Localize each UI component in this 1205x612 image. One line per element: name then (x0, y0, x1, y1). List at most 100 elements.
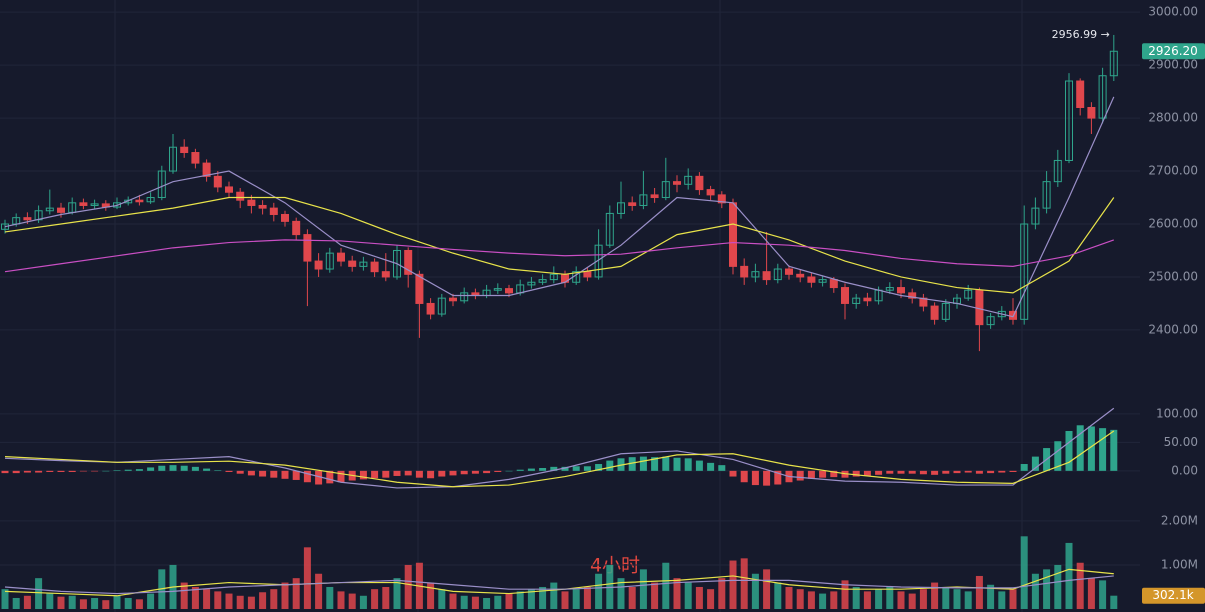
candle-body (381, 271, 390, 278)
macd-bar (695, 460, 703, 471)
candle-body (426, 302, 435, 315)
macd-bar (807, 470, 815, 479)
volume-bar (292, 578, 300, 609)
volume-bar (68, 595, 76, 609)
macd-bar (505, 470, 513, 472)
volume-bar (315, 573, 323, 609)
volume-bar (740, 558, 748, 609)
volume-bar (359, 595, 367, 609)
candle-body (404, 249, 413, 275)
macd-bar (516, 469, 524, 471)
volume-bar (35, 578, 43, 609)
volume-bar (841, 580, 849, 609)
volume-bar (102, 600, 110, 609)
candle-body (1076, 80, 1085, 109)
candle-body (113, 202, 121, 208)
volume-bar (673, 578, 681, 609)
candle-body (695, 175, 704, 191)
macd-bar (684, 458, 692, 471)
volume-bar (695, 586, 703, 609)
volume-bar (1, 589, 9, 609)
volume-bar (449, 593, 457, 609)
candle-body (538, 279, 547, 283)
volume-bar (539, 586, 547, 609)
candle-body (997, 310, 1006, 318)
volume-bar (471, 596, 479, 609)
macd-bar (359, 470, 367, 480)
macd-bar (751, 470, 759, 486)
candle-body (146, 197, 155, 203)
macd-bar (259, 470, 267, 477)
macd-bar (998, 470, 1006, 473)
macd-bar (673, 457, 681, 471)
volume-bar (1031, 573, 1039, 609)
macd-bar (886, 470, 894, 474)
volume-bar (886, 586, 894, 609)
candle-body (1020, 223, 1029, 320)
candle-body (785, 268, 793, 275)
last-price-label: 2926.20 (1148, 44, 1198, 58)
candle-body (247, 199, 256, 206)
candle-body (437, 297, 446, 315)
macd-bar (124, 469, 132, 471)
candle-body (706, 189, 715, 196)
macd-bar (68, 470, 76, 472)
macd-bar (964, 470, 972, 473)
volume-bar (852, 586, 860, 609)
candle-body (673, 181, 681, 185)
volume-bar (561, 591, 569, 609)
macd-bar (236, 470, 244, 474)
macd-bar (931, 470, 939, 475)
volume-bar (729, 560, 737, 609)
candle-body (449, 297, 457, 302)
macd-bar (987, 470, 995, 474)
macd-bar (875, 470, 883, 475)
volume-bar (23, 595, 31, 609)
ma-line (4, 239, 1115, 273)
volume-bar (919, 589, 927, 609)
candle-body (493, 288, 502, 291)
candle-body (337, 252, 345, 262)
macd-bar (1076, 425, 1084, 471)
volume-bar (707, 589, 715, 609)
candle-body (807, 276, 816, 283)
volume-bar (1009, 589, 1017, 609)
volume-bar (908, 593, 916, 609)
macd-bar (774, 470, 782, 485)
macd-bar (326, 470, 334, 484)
volume-bar (505, 593, 513, 609)
macd-bar (281, 470, 289, 479)
volume-bar (337, 591, 345, 609)
candle-body (269, 207, 278, 215)
macd-bar (214, 470, 222, 471)
volume-bar (236, 595, 244, 609)
volume-bar (382, 586, 390, 609)
macd-bar (561, 466, 569, 471)
macd-bar (135, 469, 143, 471)
volume-bar (785, 586, 793, 609)
macd-bar (1110, 429, 1118, 471)
last-price-box (1142, 43, 1205, 60)
macd-bar (1065, 430, 1073, 471)
volume-bar (124, 597, 132, 609)
macd-bar (897, 470, 905, 474)
volume-bar (830, 591, 838, 609)
macd-bar (707, 462, 715, 471)
volume-bar (348, 593, 356, 609)
candle-body (303, 234, 312, 262)
volume-bar (79, 599, 87, 609)
macd-bar (863, 470, 871, 476)
ma-line (4, 196, 1115, 294)
macd-bar (91, 470, 99, 472)
volume-bar (281, 582, 289, 609)
candle-body (79, 202, 88, 206)
macd-bar (1087, 426, 1095, 471)
candle-body (1087, 107, 1096, 119)
high-marker: 2956.99 → (1052, 28, 1110, 41)
macd-bar (942, 470, 950, 474)
macd-bar (180, 465, 188, 471)
macd-bar (639, 456, 647, 471)
volume-bar (203, 589, 211, 609)
